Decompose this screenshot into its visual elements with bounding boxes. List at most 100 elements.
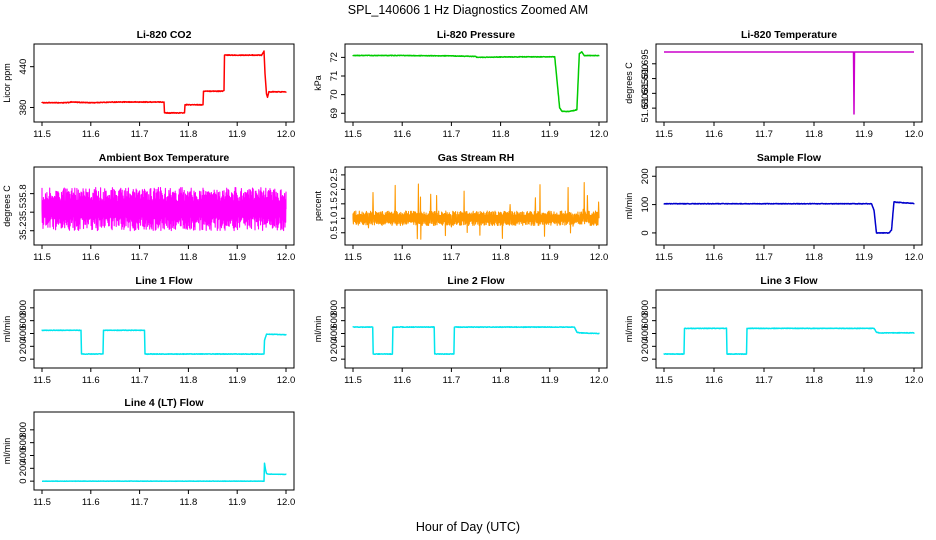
panel-line-2-flow-x-tick-label: 11.7	[443, 375, 461, 386]
panel-line-4-lt-flow-y-axis-label: ml/min	[2, 438, 12, 465]
panel-li-820-temperature-y-tick-label: 51.680	[640, 94, 651, 123]
panel-line-4-lt-flow-x-tick-label: 11.8	[180, 497, 198, 508]
panel-ambient-box-temperature-series-line	[41, 186, 287, 232]
panel-li-820-pressure-title: Li-820 Pressure	[437, 29, 515, 41]
panel-ambient-box-temperature-frame	[33, 166, 295, 246]
panel-line-1-flow-y-tick-label: 0	[18, 357, 29, 362]
panel-li-820-co2-title: Li-820 CO2	[137, 29, 192, 41]
panel-ambient-box-temperature-y-tick-label: 35.5	[18, 203, 29, 222]
panel-line-4-lt-flow-x-tick-label: 12.0	[277, 497, 296, 508]
panel-gas-stream-rh-series-line	[352, 182, 600, 240]
panel-li-820-pressure-y-tick-label: 72	[329, 52, 340, 63]
panel-gas-stream-rh-x-tick-label: 11.8	[492, 252, 510, 263]
panel-gas-stream-rh-x-tick-label: 12.0	[590, 252, 609, 263]
panel-sample-flow-x-tick-label: 11.9	[855, 252, 873, 263]
panel-li-820-pressure-x-tick-label: 11.7	[443, 129, 461, 140]
panel-gas-stream-rh-frame	[344, 166, 608, 246]
panel-ambient-box-temperature-x-tick-label: 11.7	[131, 252, 149, 263]
panel-li-820-co2-x-tick-label: 11.8	[180, 129, 198, 140]
panel-li-820-pressure-y-tick-label: 70	[329, 89, 340, 100]
panel-li-820-temperature-y-tick-label: 51.695	[640, 49, 651, 78]
panel-line-4-lt-flow-title: Line 4 (LT) Flow	[124, 397, 204, 409]
panel-line-3-flow-series-line	[663, 327, 915, 356]
panel-line-4-lt-flow: Line 4 (LT) Flow 11.5 11.6 11.7 11.8 11.9 12.0…	[2, 397, 295, 508]
panel-line-4-lt-flow-y-tick-label: 400	[18, 448, 29, 464]
panel-line-4-lt-flow-y-tick-label: 600	[18, 435, 29, 451]
panel-gas-stream-rh-x-tick-label: 11.9	[541, 252, 559, 263]
panel-line-4-lt-flow-y-tick-label: 800	[18, 422, 29, 438]
panel-li-820-co2-series-line	[41, 50, 287, 115]
panel-sample-flow-title: Sample Flow	[757, 152, 822, 164]
panel-line-3-flow-x-tick-label: 11.9	[855, 375, 873, 386]
panel-line-1-flow-y-tick-label: 200	[18, 338, 29, 354]
panel-li-820-temperature-y-tick-label: 51.690	[640, 64, 651, 93]
panel-li-820-temperature-x-tick-label: 11.7	[755, 129, 773, 140]
panel-line-1-flow-y-tick-label: 400	[18, 326, 29, 342]
panel-ambient-box-temperature-y-tick-label: 35.2	[18, 221, 29, 240]
panel-li-820-co2-frame	[33, 43, 295, 123]
panel-line-3-flow-y-tick-label: 0	[640, 357, 651, 362]
panel-li-820-co2: Li-820 CO2 11.5 11.6 11.7 11.8 11.9 12.0 380 440…	[2, 29, 295, 140]
panel-line-2-flow-y-tick-label: 200	[329, 338, 340, 354]
panel-line-3-flow-y-tick-label: 800	[640, 300, 651, 316]
panel-line-2-flow-x-tick-label: 12.0	[590, 375, 609, 386]
panel-line-1-flow-title: Line 1 Flow	[135, 275, 193, 287]
panel-line-3-flow-y-axis-label: ml/min	[624, 316, 634, 343]
panel-li-820-temperature-series-line	[663, 51, 915, 115]
panel-li-820-temperature-x-tick-label: 11.8	[805, 129, 823, 140]
panel-gas-stream-rh-y-tick-label: 1.0	[329, 212, 340, 225]
panel-line-2-flow-y-tick-label: 400	[329, 326, 340, 342]
panel-gas-stream-rh-x-tick-label: 11.7	[443, 252, 461, 263]
panel-line-4-lt-flow-y-tick-label: 0	[18, 479, 29, 484]
panel-line-1-flow-x-tick-label: 11.8	[180, 375, 198, 386]
panel-ambient-box-temperature-x-tick-label: 11.9	[228, 252, 246, 263]
panel-line-2-flow-y-tick-label: 800	[329, 300, 340, 316]
panel-ambient-box-temperature-x-tick-label: 11.8	[180, 252, 198, 263]
panel-li-820-pressure-x-tick-label: 11.9	[541, 129, 559, 140]
panel-line-3-flow-y-tick-label: 400	[640, 326, 651, 342]
panel-line-1-flow-frame	[33, 289, 295, 369]
panel-line-3-flow-x-tick-label: 11.8	[805, 375, 823, 386]
panel-gas-stream-rh-y-axis-label: percent	[313, 190, 323, 221]
panel-line-2-flow-y-tick-label: 600	[329, 313, 340, 329]
panel-line-4-lt-flow-series-line	[41, 462, 287, 483]
panel-line-1-flow-series-line	[41, 329, 287, 356]
panel-line-1-flow-x-tick-label: 12.0	[277, 375, 296, 386]
panel-line-1-flow-x-tick-label: 11.5	[33, 375, 51, 386]
panel-li-820-co2-y-axis-label: Licor ppm	[2, 63, 12, 103]
panel-line-1-flow: Line 1 Flow 11.5 11.6 11.7 11.8 11.9 12.0 0 2004…	[2, 275, 295, 386]
panel-line-3-flow-y-tick-label: 200	[640, 338, 651, 354]
panel-ambient-box-temperature-y-tick-label: 35.8	[18, 184, 29, 203]
panel-ambient-box-temperature: Ambient Box Temperature 11.5 11.6 11.7 11.8 1…	[2, 152, 295, 263]
figure-title: SPL_140606 1 Hz Diagnostics Zoomed AM	[348, 3, 588, 17]
panel-line-2-flow-x-tick-label: 11.6	[393, 375, 411, 386]
panel-line-3-flow-title: Line 3 Flow	[760, 275, 818, 287]
panel-li-820-pressure-x-tick-label: 11.6	[393, 129, 411, 140]
panel-li-820-co2-x-tick-label: 11.5	[33, 129, 51, 140]
panel-line-2-flow-y-axis-label: ml/min	[313, 316, 323, 343]
panel-li-820-temperature-title: Li-820 Temperature	[741, 29, 837, 41]
panel-li-820-pressure-x-tick-label: 11.5	[344, 129, 362, 140]
panel-li-820-pressure-frame	[344, 43, 608, 123]
panel-line-1-flow-y-axis-label: ml/min	[2, 316, 12, 343]
panel-li-820-temperature-frame	[655, 43, 923, 123]
panel-sample-flow: Sample Flow 11.5 11.6 11.7 11.8 11.9 12.0 0 100 2…	[624, 152, 923, 263]
figure-x-axis-label: Hour of Day (UTC)	[416, 520, 520, 534]
panel-gas-stream-rh-x-tick-label: 11.6	[393, 252, 411, 263]
panel-line-3-flow-x-tick-label: 11.5	[655, 375, 673, 386]
panel-li-820-pressure-y-tick-label: 71	[329, 71, 340, 82]
panel-gas-stream-rh: Gas Stream RH 11.5 11.6 11.7 11.8 11.9 12.0 0.5…	[313, 152, 608, 263]
panel-gas-stream-rh-title: Gas Stream RH	[438, 152, 514, 164]
panel-line-2-flow-x-tick-label: 11.8	[492, 375, 510, 386]
panel-gas-stream-rh-y-tick-label: 0.5	[329, 226, 340, 239]
panel-sample-flow-x-tick-label: 12.0	[905, 252, 924, 263]
panel-li-820-co2-x-tick-label: 12.0	[277, 129, 296, 140]
panel-li-820-pressure: Li-820 Pressure 11.5 11.6 11.7 11.8 11.9 12.0 6…	[313, 29, 608, 140]
panel-sample-flow-series-line	[663, 200, 915, 234]
panel-li-820-pressure-x-tick-label: 12.0	[590, 129, 609, 140]
panel-ambient-box-temperature-x-tick-label: 11.6	[82, 252, 100, 263]
panel-line-4-lt-flow-x-tick-label: 11.7	[131, 497, 149, 508]
panel-line-4-lt-flow-frame	[33, 411, 295, 491]
panel-sample-flow-y-tick-label: 100	[640, 197, 651, 213]
panel-sample-flow-x-tick-label: 11.6	[705, 252, 723, 263]
